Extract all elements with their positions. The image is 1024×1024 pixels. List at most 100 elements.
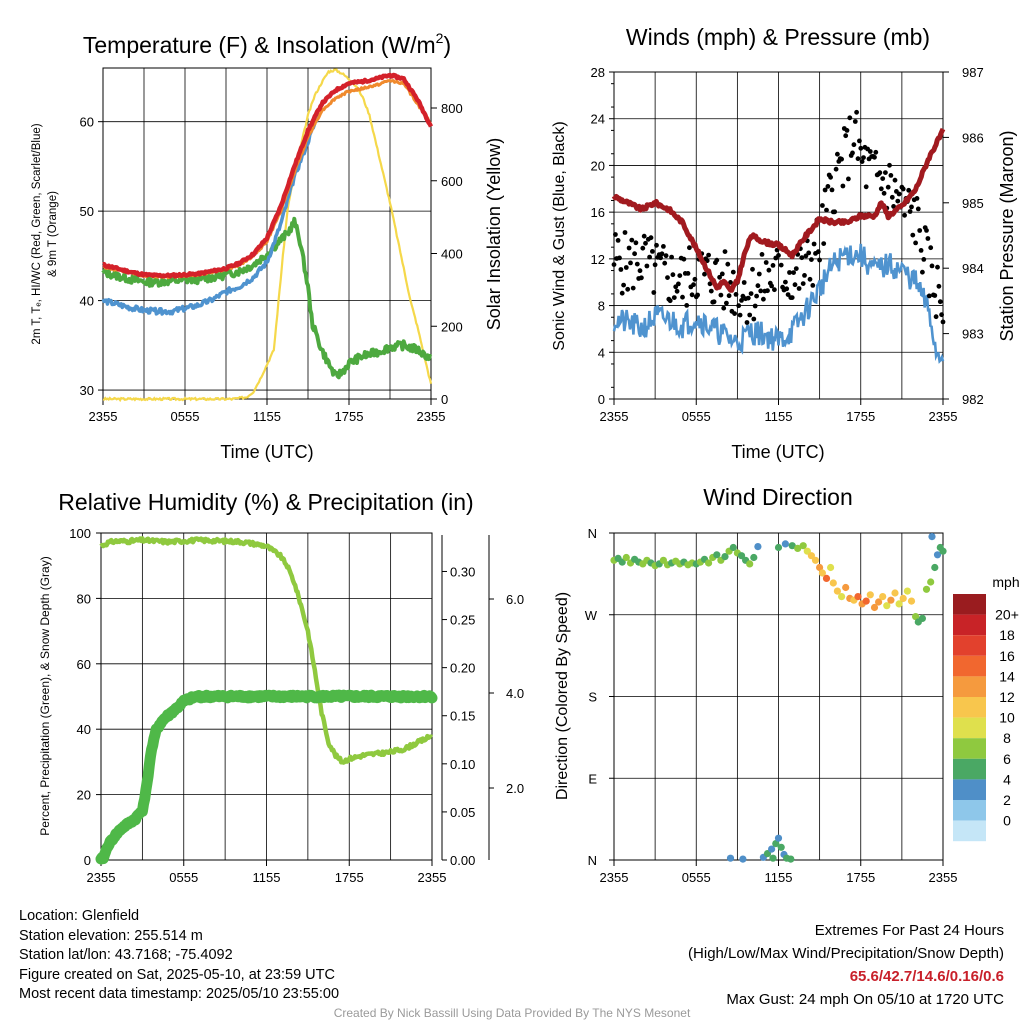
gust-point bbox=[928, 245, 934, 251]
gust-point bbox=[835, 151, 840, 157]
created-text: Figure created on Sat, 2025-05-10, at 23… bbox=[19, 966, 335, 983]
gust-point bbox=[728, 280, 733, 285]
gust-point bbox=[725, 261, 731, 267]
wind-direction-point bbox=[726, 854, 735, 862]
snow-ytick-label: 4.0 bbox=[506, 686, 524, 701]
speed-legend: mph 20+ 18 16 14 12 10 8 6 4 2 0 bbox=[953, 574, 1020, 842]
gust-point bbox=[733, 292, 739, 297]
gust-point bbox=[756, 271, 762, 277]
precip-ytick-label: 0.00 bbox=[450, 853, 475, 868]
rh-xtick-label: 2355 bbox=[87, 870, 116, 885]
speed-legend-label: 16 bbox=[999, 648, 1015, 664]
wdir-ytick-label: W bbox=[585, 608, 598, 623]
gust-point bbox=[626, 245, 632, 251]
gust-point bbox=[689, 292, 695, 298]
winds-x-axis-label: Time (UTC) bbox=[731, 442, 824, 462]
wind-direction-point bbox=[816, 563, 824, 572]
winds-ytick-left: 4 bbox=[598, 345, 605, 360]
wdir-y-axis-label: Direction (Colored By Speed) bbox=[554, 592, 571, 800]
gust-point bbox=[855, 156, 861, 162]
gust-point bbox=[695, 292, 700, 298]
gust-point bbox=[681, 256, 687, 262]
gust-point bbox=[618, 267, 624, 272]
rh-ytick-left: 0 bbox=[84, 853, 91, 868]
speed-legend-swatch bbox=[953, 820, 986, 842]
speed-legend-label: 20+ bbox=[995, 607, 1019, 623]
wind-direction-point bbox=[739, 855, 747, 863]
gust-point bbox=[676, 281, 681, 287]
speed-legend-swatch bbox=[953, 800, 986, 821]
gust-point bbox=[661, 244, 666, 249]
gust-point bbox=[630, 285, 636, 291]
gust-point bbox=[644, 263, 650, 269]
wind-direction-point bbox=[866, 591, 874, 599]
gust-point bbox=[821, 241, 827, 247]
wind-direction-point bbox=[807, 552, 816, 560]
gust-point bbox=[765, 288, 770, 294]
gust-point bbox=[891, 204, 896, 209]
gust-point bbox=[643, 240, 648, 246]
gust-point bbox=[802, 273, 807, 278]
gust-point bbox=[920, 269, 925, 275]
speed-legend-swatch bbox=[953, 758, 986, 780]
gust-point bbox=[918, 248, 924, 253]
series-station-pressure bbox=[611, 127, 946, 293]
gust-point bbox=[759, 252, 765, 257]
recent-text: Most recent data timestamp: 2025/05/10 2… bbox=[19, 986, 340, 1003]
wind-direction-point bbox=[777, 843, 785, 851]
wind-direction-point bbox=[883, 602, 891, 610]
gust-point bbox=[924, 228, 929, 233]
gust-point bbox=[770, 263, 776, 268]
gust-point bbox=[744, 320, 750, 325]
wind-direction-point bbox=[907, 597, 916, 605]
max-gust-text: Max Gust: 24 mph On 05/10 at 1720 UTC bbox=[726, 991, 1004, 1008]
wind-direction-point bbox=[794, 544, 802, 553]
speed-legend-swatch bbox=[953, 594, 986, 615]
temp-xtick-label: 2355 bbox=[89, 409, 118, 424]
temp-y-axis-label-line2: & 9m T (Orange) bbox=[47, 191, 59, 277]
winds-chart: 0 4 8 12 16 20 24 28 982 983 984 985 986 987 2355 0555 1… bbox=[551, 24, 1017, 462]
gust-point bbox=[665, 275, 670, 280]
speed-legend-swatch bbox=[953, 614, 986, 636]
rh-ytick-left: 60 bbox=[77, 657, 91, 672]
gust-point bbox=[852, 119, 858, 124]
gust-point bbox=[822, 187, 828, 193]
gust-point bbox=[778, 262, 784, 268]
gust-point bbox=[617, 255, 622, 261]
gust-point bbox=[769, 283, 774, 289]
gust-point bbox=[714, 257, 720, 263]
gust-point bbox=[677, 273, 683, 278]
gust-point bbox=[621, 282, 626, 288]
wind-direction-point bbox=[754, 543, 762, 551]
gust-point bbox=[850, 150, 855, 156]
wdir-chart-title: Wind Direction bbox=[703, 484, 853, 510]
wind-direction-point bbox=[787, 855, 795, 863]
gust-point bbox=[840, 183, 846, 189]
gust-point bbox=[906, 187, 912, 193]
speed-legend-label: 10 bbox=[999, 710, 1015, 726]
gust-point bbox=[637, 268, 643, 274]
gust-point bbox=[615, 238, 621, 243]
gust-point bbox=[878, 186, 884, 192]
gust-point bbox=[929, 263, 935, 269]
speed-legend-label: 8 bbox=[1003, 730, 1011, 746]
gust-point bbox=[651, 290, 657, 295]
wind-direction-point bbox=[772, 840, 780, 848]
temp-xtick-label: 0555 bbox=[171, 409, 200, 424]
gust-point bbox=[789, 295, 795, 300]
wind-direction-point bbox=[922, 585, 931, 593]
speed-legend-label: 18 bbox=[999, 627, 1015, 643]
extremes-info: Extremes For Past 24 Hours (High/Low/Max… bbox=[688, 919, 1004, 1011]
elevation-text: Station elevation: 255.514 m bbox=[19, 927, 203, 944]
wind-direction-point bbox=[713, 551, 721, 559]
winds-y-axis-label: Sonic Wind & Gust (Blue, Black) bbox=[551, 121, 568, 350]
series-wet-bulb-hi-wc bbox=[101, 112, 320, 316]
wind-direction-point bbox=[781, 540, 790, 548]
series-dewpoint bbox=[101, 216, 433, 380]
wind-direction-point bbox=[737, 552, 746, 560]
gust-point bbox=[670, 272, 676, 278]
gust-point bbox=[748, 291, 754, 296]
wind-direction-point bbox=[875, 598, 883, 606]
